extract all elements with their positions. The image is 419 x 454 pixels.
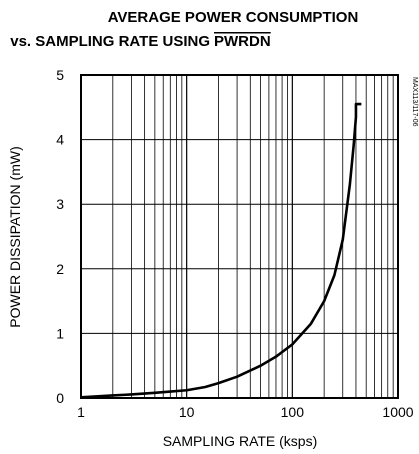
side-label: MAX113/117-06 <box>411 77 418 127</box>
x-tick-label: 1 <box>77 404 85 420</box>
y-axis-label: POWER DISSIPATION (mW) <box>7 146 23 327</box>
y-tick-label: 5 <box>56 67 64 83</box>
chart-title-line2: vs. SAMPLING RATE USING <box>10 33 210 50</box>
x-tick-label: 100 <box>281 404 305 420</box>
series-line <box>80 102 362 399</box>
y-tick-labels: 0 1 2 3 4 5 <box>56 67 64 406</box>
grid <box>81 75 398 398</box>
plot-frame <box>80 74 399 399</box>
x-axis-label: SAMPLING RATE (ksps) <box>163 433 318 449</box>
x-tick-label: 10 <box>179 404 195 420</box>
y-tick-label: 0 <box>56 390 64 406</box>
y-tick-label: 1 <box>56 325 64 341</box>
y-tick-label: 3 <box>56 196 64 212</box>
x-tick-labels: 1 10 100 1000 <box>77 404 414 420</box>
chart-title-overlined-word: PWRDN <box>214 33 271 50</box>
chart-title-line1: AVERAGE POWER CONSUMPTION <box>108 9 359 26</box>
curve-layer <box>80 102 362 399</box>
y-tick-label: 4 <box>56 132 64 148</box>
y-tick-label: 2 <box>56 261 64 277</box>
x-tick-label: 1000 <box>382 404 413 420</box>
